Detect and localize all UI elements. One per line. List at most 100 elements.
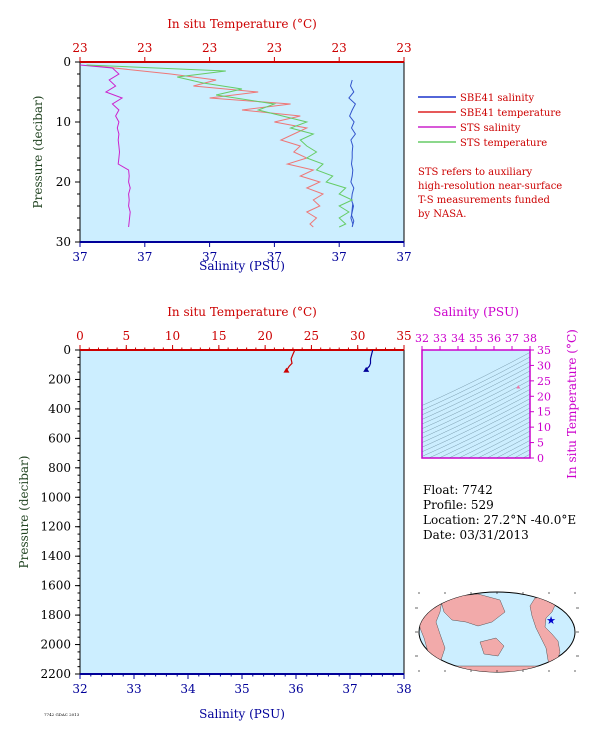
ts-density-contour: [438, 412, 530, 458]
main-pressure-tick-label: 1400: [40, 549, 71, 563]
ts-temp-tick-label: 35: [537, 344, 551, 357]
top-temp-tick-label: 23: [72, 41, 87, 55]
main-pressure-tick-label: 1600: [40, 579, 71, 593]
world-map: ★: [415, 591, 579, 673]
main-pressure-tick-label: 1200: [40, 520, 71, 534]
main-temp-tick-label: 35: [396, 329, 411, 343]
main-temp-tick-label: 0: [76, 329, 84, 343]
legend-sbe41-salinity: SBE41 salinity: [460, 93, 535, 104]
main-temp-tick-label: 10: [165, 329, 180, 343]
top-series-sts-salinity: [80, 64, 131, 228]
ts-density-contour: [428, 407, 530, 458]
top-salinity-axis-label: Salinity (PSU): [199, 259, 285, 273]
ts-salinity-tick-label: 35: [469, 332, 483, 345]
footer-small-text: 7742 GDAC 2013: [44, 712, 80, 717]
ts-temp-tick-label: 0: [537, 452, 544, 465]
main-series-salinity: [365, 350, 374, 371]
legend-sts-salinity: STS salinity: [460, 123, 521, 134]
ts-temp-tick-label: 10: [537, 421, 551, 434]
ts-density-contour: [422, 352, 530, 406]
float-info: Float: 7742 Profile: 529 Location: 27.2°…: [423, 483, 576, 542]
top-pressure-tick-label: 0: [63, 55, 71, 69]
main-series-salinity-end-marker: [363, 366, 370, 372]
ts-density-contour: [486, 435, 530, 458]
top-salinity-tick-label: 37: [332, 250, 347, 264]
main-chart-series: [283, 350, 374, 373]
main-salinity-tick-label: 34: [180, 682, 196, 696]
map-ticks: [415, 592, 579, 672]
main-temp-tick-label: 25: [304, 329, 319, 343]
top-pressure-tick-label: 10: [56, 115, 71, 129]
main-series-temperature: [285, 350, 296, 371]
ts-density-contour: [422, 361, 530, 415]
main-pressure-tick-label: 200: [48, 372, 71, 386]
location: Location: 27.2°N -40.0°E: [423, 513, 576, 527]
main-plot-area: [79, 349, 405, 675]
top-legend: SBE41 salinity SBE41 temperature STS sal…: [418, 93, 561, 149]
sts-note-line-1: STS refers to auxiliary: [418, 167, 533, 178]
ts-density-contour: [422, 380, 530, 434]
main-pressure-axis-label: Pressure (decibar): [17, 456, 31, 569]
main-pressure-tick-label: 0: [63, 343, 71, 357]
main-salinity-tick-label: 33: [126, 682, 141, 696]
ts-temp-tick-label: 5: [537, 437, 544, 450]
ts-density-contour: [422, 393, 530, 448]
main-salinity-axis-label: Salinity (PSU): [199, 707, 285, 721]
ts-diagram: 32 33 34 35 36 37 38 0 5 10 15 20 25 30 35 Salinity (P…: [415, 305, 579, 479]
main-temp-tick-label: 15: [211, 329, 226, 343]
sts-note-line-2: high-resolution near-surface: [418, 181, 562, 192]
top-pressure-tick-label: 30: [56, 235, 71, 249]
ts-density-contour: [422, 370, 530, 425]
ts-salinity-tick-label: 32: [415, 332, 429, 345]
ts-temp-tick-label: 25: [537, 375, 551, 388]
top-temp-tick-label: 23: [137, 41, 152, 55]
ts-salinity-tick-label: 37: [505, 332, 519, 345]
ts-point: [516, 385, 521, 389]
ts-density-contour: [422, 384, 530, 439]
ts-salinity-tick-label: 36: [487, 332, 501, 345]
top-chart: 23 23 23 23 23 23 37 37 37 37 37 37 0 10 20 30 In situ …: [31, 17, 562, 273]
ts-plot-area: [421, 349, 531, 459]
ts-density-contour: [504, 444, 530, 458]
main-salinity-tick-label: 35: [234, 682, 249, 696]
ts-temp-tick-label: 15: [537, 406, 551, 419]
float-number: Float: 7742: [423, 483, 493, 497]
main-chart-ticks: 0 5 10 15 20 25 30 35 32 33 34 35 36 37 38 0 200 400 600 80…: [40, 329, 411, 696]
map-asia: [439, 593, 506, 627]
ts-density-contour: [422, 398, 530, 452]
main-series-temperature-end-marker: [283, 367, 290, 373]
top-salinity-tick-label: 37: [267, 250, 282, 264]
sts-note: STS refers to auxiliary high-resolution …: [418, 167, 562, 220]
top-plot-area: [79, 61, 405, 243]
main-salinity-tick-label: 38: [396, 682, 411, 696]
ts-density-contour: [448, 417, 530, 458]
ts-density-contour: [422, 356, 530, 411]
ts-salinity-tick-label: 33: [433, 332, 447, 345]
ts-density-contour: [422, 403, 530, 457]
top-chart-series: [80, 64, 357, 228]
ts-temp-axis-label: In situ Temperature (°C): [565, 329, 579, 479]
ts-temp-tick-label: 30: [537, 359, 551, 372]
ts-density-contour: [477, 430, 530, 458]
main-temp-tick-label: 30: [350, 329, 365, 343]
main-salinity-tick-label: 36: [288, 682, 303, 696]
top-temp-axis-label: In situ Temperature (°C): [167, 17, 317, 31]
top-temp-tick-label: 23: [267, 41, 282, 55]
date: Date: 03/31/2013: [423, 528, 529, 542]
ts-density-contour: [468, 426, 530, 458]
top-pressure-tick-label: 20: [56, 175, 71, 189]
top-salinity-tick-label: 37: [396, 250, 411, 264]
ts-density-contour: [422, 366, 530, 420]
ts-ticks: 32 33 34 35 36 37 38 0 5 10 15 20 25 30 35: [415, 332, 551, 465]
ts-salinity-tick-label: 34: [451, 332, 465, 345]
legend-sbe41-temperature: SBE41 temperature: [460, 108, 561, 119]
map-australia: [479, 637, 505, 657]
top-pressure-axis-label: Pressure (decibar): [31, 96, 45, 209]
profile-number: Profile: 529: [423, 498, 494, 512]
sts-note-line-3: T-S measurements funded: [418, 195, 550, 206]
top-series-sts-temperature: [86, 64, 354, 228]
top-temp-tick-label: 23: [202, 41, 217, 55]
main-chart: 0 5 10 15 20 25 30 35 32 33 34 35 36 37 38 0 200 400 600 80…: [17, 305, 412, 721]
main-temp-axis-label: In situ Temperature (°C): [167, 305, 317, 319]
